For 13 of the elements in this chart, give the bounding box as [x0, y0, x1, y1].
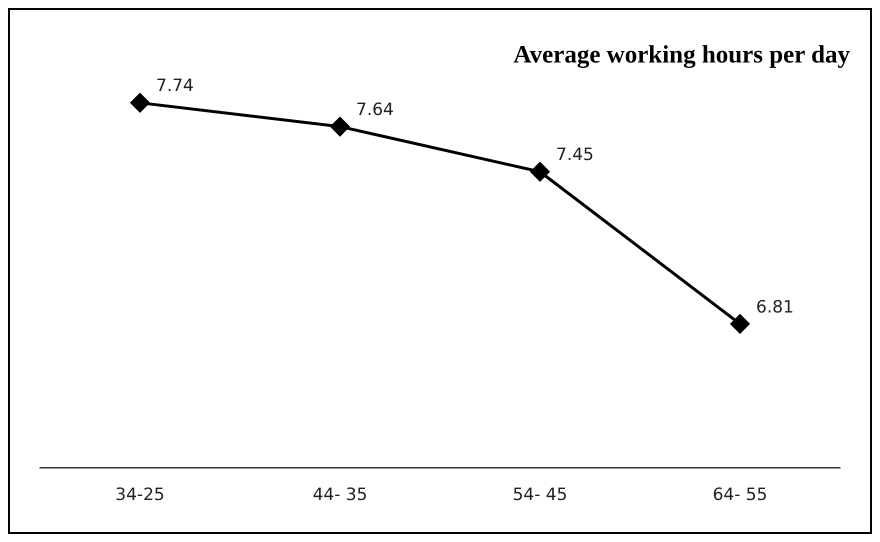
data-label: 6.81 — [756, 297, 794, 318]
point — [530, 162, 550, 182]
x-tick-label: 54- 45 — [512, 485, 568, 506]
point — [730, 314, 750, 334]
point — [130, 93, 150, 112]
x-tick-label: 34-25 — [115, 485, 165, 506]
data-label: 7.74 — [156, 76, 194, 96]
point — [330, 117, 350, 136]
chart-title: Average working hours per day — [513, 41, 850, 68]
x-tick-label: 64- 55 — [712, 485, 768, 506]
data-label: 7.45 — [556, 145, 594, 166]
x-tick-label: 44- 35 — [312, 485, 368, 506]
data-label: 7.64 — [356, 100, 394, 120]
